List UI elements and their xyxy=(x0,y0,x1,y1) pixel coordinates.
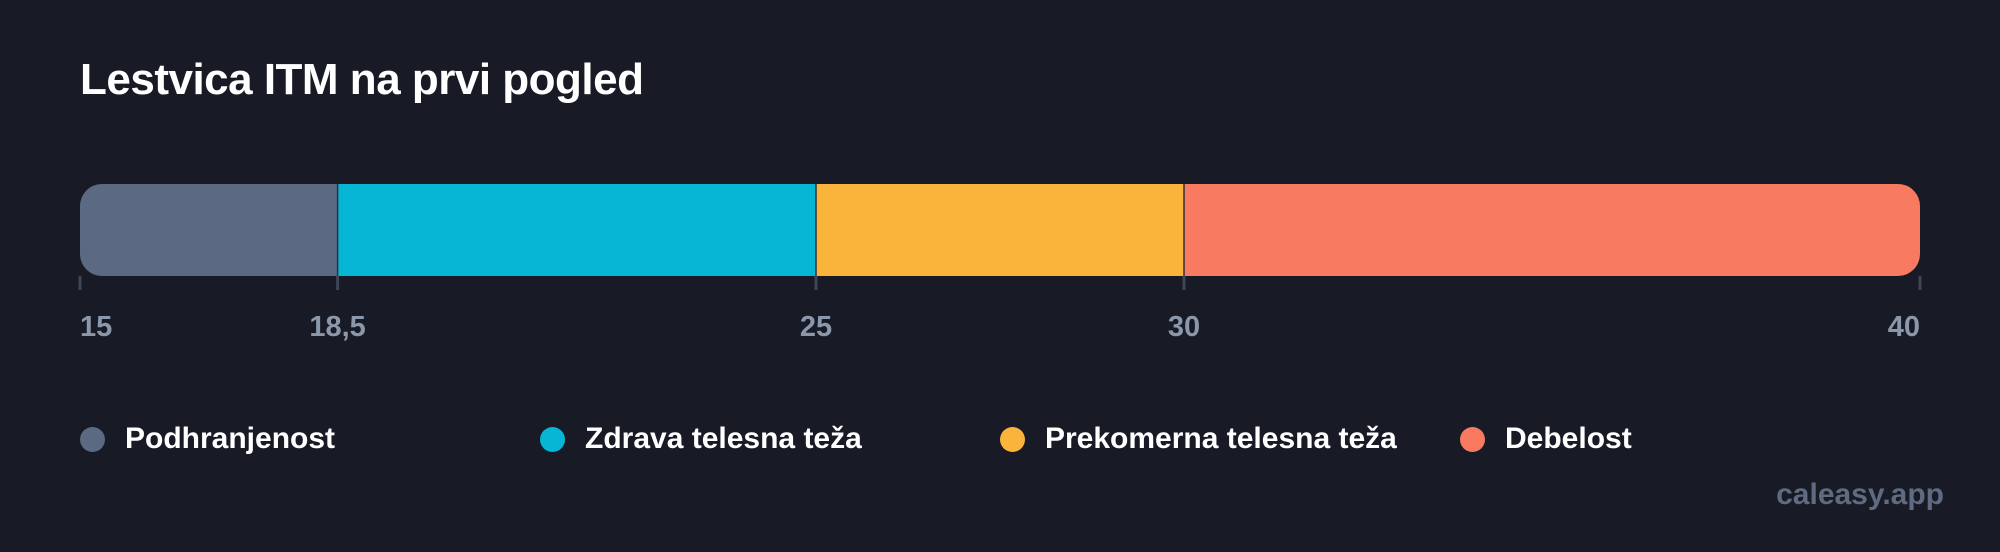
legend-label-podhranjenost: Podhranjenost xyxy=(125,422,336,455)
tick-label: 15 xyxy=(80,311,112,343)
tick-label: 18,5 xyxy=(309,311,365,343)
legend: Podhranjenost Zdrava telesna teža Prekom… xyxy=(80,415,1920,463)
axis-ticks xyxy=(78,276,1922,290)
segment-podhranjenost xyxy=(80,184,338,276)
legend-label-debelost: Debelost xyxy=(1505,422,1632,455)
segment-dividers xyxy=(336,184,1185,276)
segment-prekomerna-telesna-teza xyxy=(816,184,1184,276)
legend-item-prekomerna-telesna-teza: Prekomerna telesna teža xyxy=(1000,415,1397,463)
legend-item-debelost: Debelost xyxy=(1460,415,1632,463)
bmi-scale-chart: 15 18,5 25 30 40 xyxy=(78,184,1922,343)
segment-zdrava-telesna-teza xyxy=(337,184,816,276)
tick-label: 25 xyxy=(800,311,832,343)
legend-dot-debelost xyxy=(1460,426,1485,452)
chart-title: Lestvica ITM na prvi pogled xyxy=(80,55,644,104)
legend-item-podhranjenost: Podhranjenost xyxy=(80,415,335,463)
legend-item-zdrava-telesna-teza: Zdrava telesna teža xyxy=(540,415,862,463)
segments xyxy=(80,184,1920,276)
legend-dot-prekomerna-telesna-teza xyxy=(1000,426,1025,452)
tick-label: 40 xyxy=(1888,311,1920,343)
legend-label-prekomerna-telesna-teza: Prekomerna telesna teža xyxy=(1045,422,1397,455)
legend-dot-zdrava-telesna-teza xyxy=(540,426,565,452)
legend-dot-podhranjenost xyxy=(80,426,105,452)
legend-label-zdrava-telesna-teza: Zdrava telesna teža xyxy=(585,422,862,455)
brand-watermark: caleasy.app xyxy=(1776,478,1944,511)
axis-tick-labels: 15 18,5 25 30 40 xyxy=(80,311,1920,343)
tick-label: 30 xyxy=(1168,311,1200,343)
segment-debelost xyxy=(1184,184,1920,276)
